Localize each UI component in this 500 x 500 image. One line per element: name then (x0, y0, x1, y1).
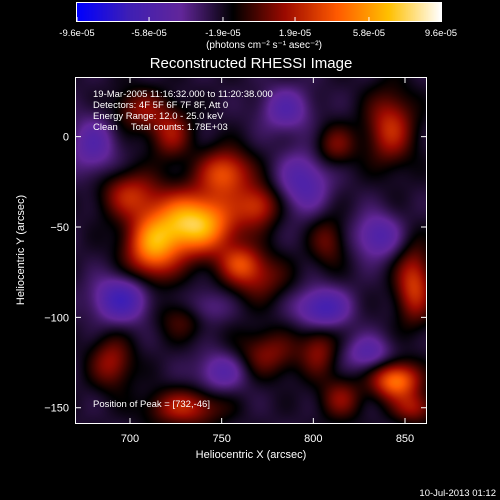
x-tick-label: 700 (121, 433, 139, 445)
y-tick-label: −150 (44, 403, 69, 415)
colorbar: -9.6e-05 -5.8e-05 -1.9e-05 1.9e-05 5.8e-05 9.… (59, 2, 457, 51)
colorbar-tick-label: 9.6e-05 (425, 28, 457, 39)
x-tick-label: 750 (212, 433, 230, 445)
info-annotations: 19-Mar-2005 11:16:32.000 to 11:20:38.000… (93, 89, 273, 133)
footer-timestamp: 10-Jul-2013 01:12 (419, 488, 496, 499)
peak-position-label: Position of Peak = [732,-46] (93, 399, 210, 410)
y-axis-ticks: −150 −100 −50 0 (44, 132, 427, 415)
annotation-total-counts: Clean Total counts: 1.78E+03 (93, 122, 228, 133)
annotation-detectors: Detectors: 4F 5F 6F 7F 8F, Att 0 (93, 100, 228, 111)
plot-frame (75, 77, 427, 424)
y-tick-label: 0 (63, 132, 69, 144)
colorbar-frame (76, 2, 442, 22)
annotation-time-range: 19-Mar-2005 11:16:32.000 to 11:20:38.000 (93, 89, 273, 100)
colorbar-ticks: -9.6e-05 -5.8e-05 -1.9e-05 1.9e-05 5.8e-05 9.… (59, 17, 457, 39)
colorbar-tick-label: -1.9e-05 (205, 28, 240, 39)
heatmap-image (75, 77, 427, 424)
y-tick-label: −100 (44, 312, 69, 324)
y-tick-label: −50 (50, 222, 69, 234)
colorbar-tick-label: 1.9e-05 (279, 28, 311, 39)
colorbar-tick-label: 5.8e-05 (353, 28, 385, 39)
x-tick-label: 800 (304, 433, 322, 445)
y-axis-label: Heliocentric Y (arcsec) (15, 195, 27, 305)
colorbar-unit-label: (photons cm⁻² s⁻¹ asec⁻²) (206, 40, 322, 51)
x-axis-label: Heliocentric X (arcsec) (196, 449, 307, 461)
colorbar-tick-label: -9.6e-05 (59, 28, 94, 39)
x-tick-label: 850 (396, 433, 414, 445)
x-axis-ticks: 700 750 800 850 (121, 77, 414, 445)
chart-title: Reconstructed RHESSI Image (150, 55, 353, 72)
colorbar-gradient (77, 3, 441, 21)
colorbar-tick-label: -5.8e-05 (131, 28, 166, 39)
annotation-energy-range: Energy Range: 12.0 - 25.0 keV (93, 111, 224, 122)
